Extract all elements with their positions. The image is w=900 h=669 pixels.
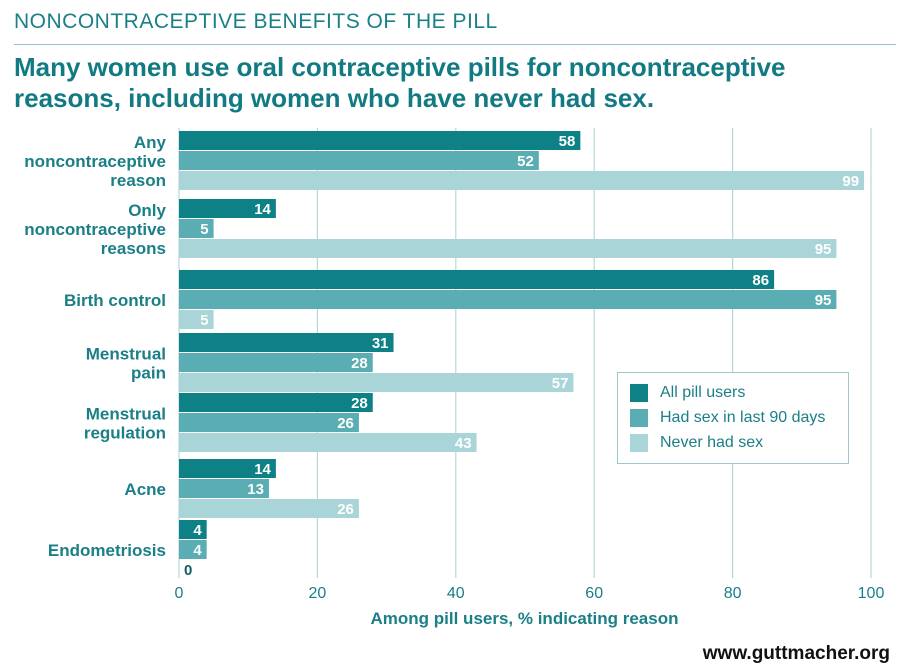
data-label-3-0: 31 xyxy=(372,335,389,352)
category-label-line: reasons xyxy=(101,239,166,258)
data-label-5-2: 26 xyxy=(337,501,354,518)
category-label-line: Birth control xyxy=(64,291,166,310)
category-label-line: Only xyxy=(128,201,166,220)
category-label-4: Menstrual regulation xyxy=(84,405,166,443)
data-label-0-2: 99 xyxy=(842,173,859,190)
bar-4-1 xyxy=(179,413,359,432)
data-label-1-2: 95 xyxy=(815,241,832,258)
category-label-3: Menstrual pain xyxy=(86,345,166,383)
legend-swatch-never-had-sex xyxy=(630,434,648,452)
bar-5-0 xyxy=(179,459,276,478)
bar-1-2 xyxy=(179,239,837,258)
bar-6-1 xyxy=(179,540,207,559)
x-tick-label-20: 20 xyxy=(309,585,327,602)
category-label-line: Acne xyxy=(124,480,166,499)
chart-kicker: NONCONTRACEPTIVE BENEFITS OF THE PILL xyxy=(14,10,498,33)
x-tick-label-0: 0 xyxy=(175,585,184,602)
bars-layer xyxy=(179,131,865,559)
category-label-5: Acne xyxy=(124,480,166,499)
data-label-1-0: 14 xyxy=(254,201,271,218)
x-tick-label-60: 60 xyxy=(585,585,603,602)
bar-3-2 xyxy=(179,373,574,392)
bar-2-2 xyxy=(179,310,214,329)
bar-2-1 xyxy=(179,290,837,309)
data-label-3-2: 57 xyxy=(552,375,569,392)
data-label-0-1: 52 xyxy=(517,153,534,170)
bar-6-0 xyxy=(179,520,207,539)
category-label-6: Endometriosis xyxy=(48,541,166,560)
legend: All pill users Had sex in last 90 days N… xyxy=(617,372,849,464)
category-label-line: pain xyxy=(131,364,166,383)
bar-5-1 xyxy=(179,479,269,498)
chart-title: Many women use oral contraceptive pills … xyxy=(14,52,786,113)
data-label-2-2: 5 xyxy=(200,312,208,329)
data-label-4-2: 43 xyxy=(455,435,472,452)
data-label-6-1: 4 xyxy=(193,542,202,559)
bar-1-0 xyxy=(179,199,276,218)
category-label-0: Any noncontraceptive reason xyxy=(24,133,166,190)
category-label-line: regulation xyxy=(84,424,166,443)
category-label-line: Any xyxy=(134,133,167,152)
bar-0-2 xyxy=(179,171,865,190)
x-axis-label: Among pill users, % indicating reason xyxy=(371,609,679,628)
category-label-line: noncontraceptive xyxy=(24,152,166,171)
header-divider xyxy=(14,44,896,45)
bar-4-2 xyxy=(179,433,477,452)
category-label-line: noncontraceptive xyxy=(24,220,166,239)
data-label-2-0: 86 xyxy=(752,272,769,289)
data-label-0-0: 58 xyxy=(559,133,576,150)
bar-3-0 xyxy=(179,333,394,352)
data-label-5-0: 14 xyxy=(254,461,271,478)
bar-2-0 xyxy=(179,270,775,289)
data-label-2-1: 95 xyxy=(815,292,832,309)
footer-url: www.guttmacher.org xyxy=(702,643,890,664)
category-label-2: Birth control xyxy=(64,291,166,310)
bar-3-1 xyxy=(179,353,373,372)
data-label-4-0: 28 xyxy=(351,395,368,412)
bar-0-0 xyxy=(179,131,581,150)
category-label-line: reason xyxy=(110,171,166,190)
data-label-6-2: 0 xyxy=(184,562,192,579)
category-label-line: Menstrual xyxy=(86,405,166,424)
legend-swatch-had-sex-last-90-days xyxy=(630,409,648,427)
data-label-4-1: 26 xyxy=(337,415,354,432)
x-tick-label-40: 40 xyxy=(447,585,465,602)
bar-0-1 xyxy=(179,151,539,170)
legend-label-all-pill-users: All pill users xyxy=(660,384,746,401)
category-label-line: Endometriosis xyxy=(48,541,166,560)
data-label-1-1: 5 xyxy=(200,221,208,238)
legend-label-never-had-sex: Never had sex xyxy=(660,434,764,451)
category-label-1: Only noncontraceptive reasons xyxy=(24,201,166,258)
x-tick-label-80: 80 xyxy=(724,585,742,602)
data-label-6-0: 4 xyxy=(193,522,202,539)
bar-1-1 xyxy=(179,219,214,238)
category-label-line: Menstrual xyxy=(86,345,166,364)
bar-5-2 xyxy=(179,499,359,518)
x-tick-label-100: 100 xyxy=(858,585,885,602)
data-label-3-1: 28 xyxy=(351,355,368,372)
legend-swatch-all-pill-users xyxy=(630,384,648,402)
bar-4-0 xyxy=(179,393,373,412)
data-label-5-1: 13 xyxy=(247,481,264,498)
legend-label-had-sex-last-90-days: Had sex in last 90 days xyxy=(660,409,826,426)
